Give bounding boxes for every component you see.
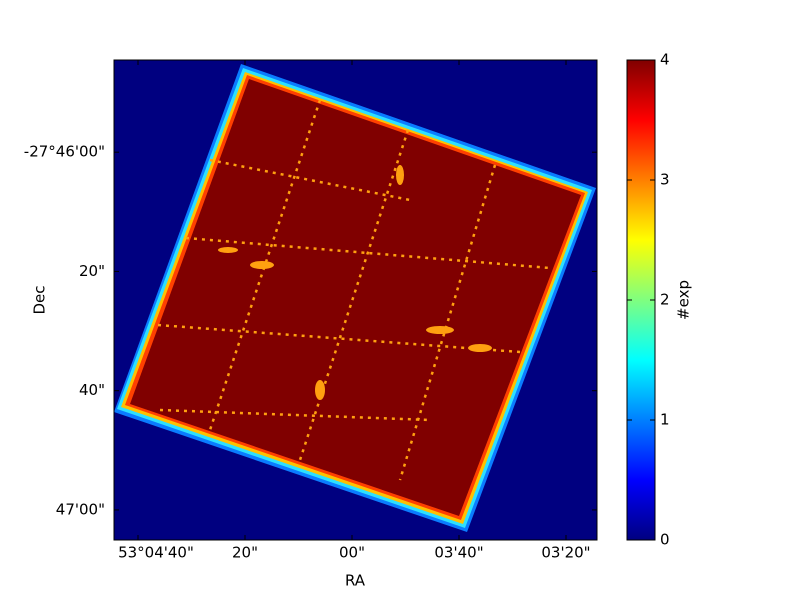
colorbar-tick-label: 1 xyxy=(660,411,670,429)
x-tick-label: 03'20" xyxy=(541,544,590,562)
x-tick-label: 20" xyxy=(232,544,258,562)
y-tick-label: -27°46'00" xyxy=(24,143,105,161)
colorbar-tick-label: 2 xyxy=(660,291,670,309)
colorbar-label: #exp xyxy=(675,280,693,320)
y-tick-label: 20" xyxy=(79,262,105,280)
x-tick-label: 53°04'40" xyxy=(118,544,194,562)
colorbar-tick-label: 0 xyxy=(660,531,670,549)
y-axis-label: Dec xyxy=(31,285,49,314)
x-tick-label: 03'40" xyxy=(434,544,483,562)
colorbar-tick-label: 3 xyxy=(660,171,670,189)
colorbar-tick-label: 4 xyxy=(660,51,670,69)
y-tick-label: 47'00" xyxy=(56,500,105,518)
y-tick-label: 40" xyxy=(79,381,105,399)
x-tick-label: 00" xyxy=(339,544,365,562)
exposure-image xyxy=(114,64,596,532)
x-axis-label: RA xyxy=(345,572,366,590)
plot-frame xyxy=(113,59,598,541)
